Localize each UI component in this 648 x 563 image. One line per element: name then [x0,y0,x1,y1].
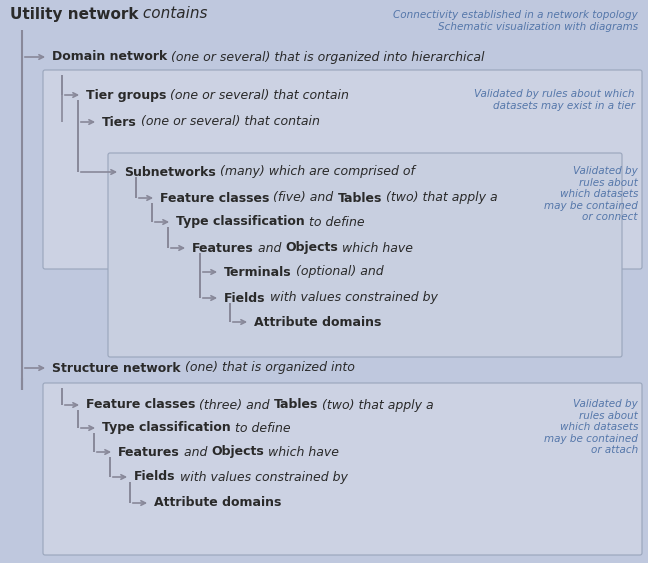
Text: Features: Features [192,242,254,254]
Text: Type classification: Type classification [176,216,305,229]
Text: Connectivity established in a network topology
Schematic visualization with diag: Connectivity established in a network to… [393,10,638,32]
Text: (two) that apply a: (two) that apply a [318,399,434,412]
Text: Subnetworks: Subnetworks [124,166,216,178]
Text: (one) that is organized into: (one) that is organized into [181,361,354,374]
Text: Tiers: Tiers [102,115,137,128]
FancyBboxPatch shape [108,153,622,357]
Text: (two) that apply a: (two) that apply a [382,191,498,204]
Text: with values constrained by: with values constrained by [176,471,347,484]
Text: (optional) and: (optional) and [292,266,383,279]
Text: which have: which have [338,242,413,254]
Text: (one or several) that contain: (one or several) that contain [137,115,319,128]
Text: Feature classes: Feature classes [86,399,196,412]
Text: and: and [254,242,285,254]
Text: Validated by
rules about
which datasets
may be contained
or connect: Validated by rules about which datasets … [544,166,638,222]
Text: Structure network: Structure network [52,361,181,374]
Text: Fields: Fields [224,292,266,305]
Text: Type classification: Type classification [102,422,231,435]
Text: Tables: Tables [338,191,382,204]
Text: Objects: Objects [285,242,338,254]
Text: Domain network: Domain network [52,51,167,64]
Text: which have: which have [264,445,339,458]
Text: Feature classes: Feature classes [160,191,270,204]
Text: Fields: Fields [134,471,176,484]
FancyBboxPatch shape [43,70,642,269]
Text: to define: to define [305,216,364,229]
Text: Validated by
rules about
which datasets
may be contained
or attach: Validated by rules about which datasets … [544,399,638,455]
Text: Tier groups: Tier groups [86,88,167,101]
Text: to define: to define [231,422,290,435]
Text: (one or several) that contain: (one or several) that contain [167,88,349,101]
Text: (many) which are comprised of: (many) which are comprised of [216,166,415,178]
Text: (three) and: (three) and [196,399,274,412]
Text: Objects: Objects [211,445,264,458]
Text: Attribute domains: Attribute domains [254,315,382,328]
Text: and: and [179,445,211,458]
Text: Terminals: Terminals [224,266,292,279]
Text: Features: Features [118,445,179,458]
Text: with values constrained by: with values constrained by [266,292,437,305]
Text: Utility network: Utility network [10,7,139,21]
Text: Tables: Tables [274,399,318,412]
Text: (one or several) that is organized into hierarchical: (one or several) that is organized into … [167,51,485,64]
Text: Attribute domains: Attribute domains [154,497,281,510]
Text: Validated by rules about which
datasets may exist in a tier: Validated by rules about which datasets … [474,89,635,110]
FancyBboxPatch shape [43,383,642,555]
Text: (five) and: (five) and [270,191,338,204]
Text: contains: contains [139,7,208,21]
